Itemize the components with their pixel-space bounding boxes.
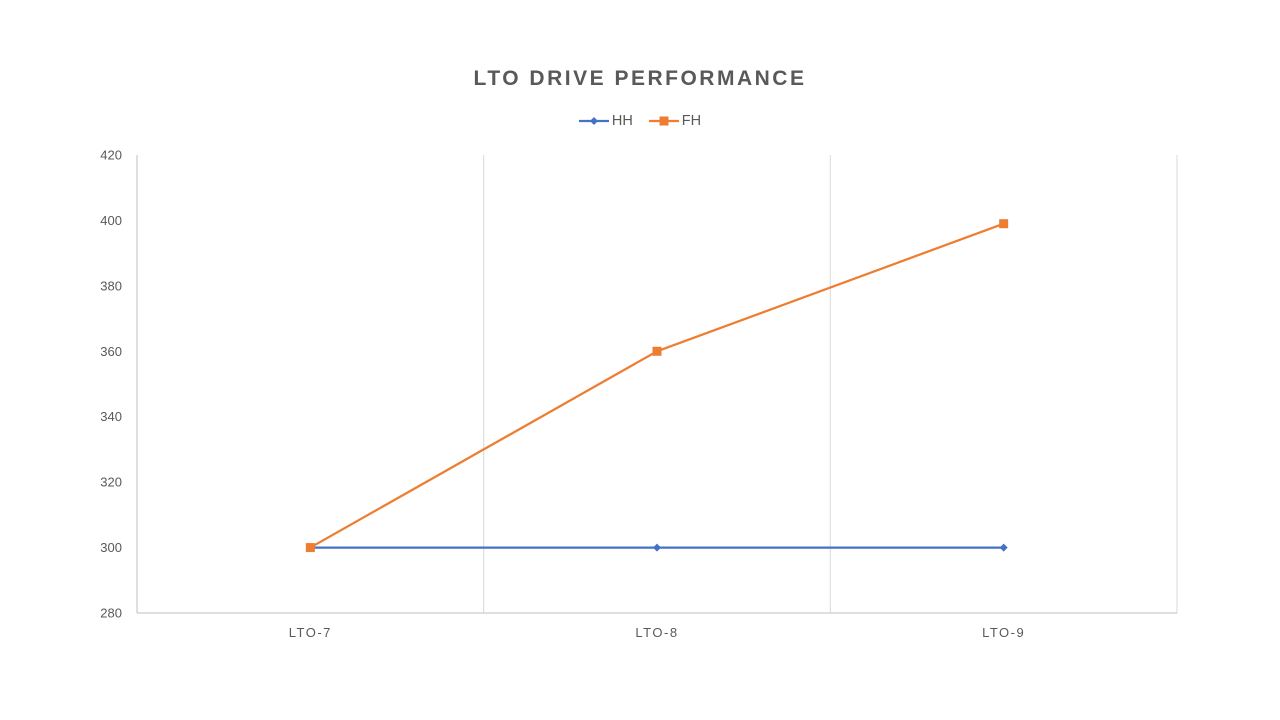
legend-label-hh: HH — [611, 113, 633, 129]
series-line-fh — [309, 222, 1005, 549]
data-point-marker-fh — [999, 219, 1009, 229]
data-point-marker-hh — [589, 117, 598, 125]
x-category-label: LTO-9 — [982, 625, 1025, 640]
y-tick-label: 420 — [100, 148, 122, 163]
chart-title: LTO DRIVE PERFORMANCE — [473, 67, 807, 90]
y-tick-label: 340 — [100, 409, 122, 424]
legend-item-hh: HH — [578, 113, 633, 129]
y-tick-label: 360 — [100, 344, 122, 359]
data-point-marker-hh — [999, 543, 1008, 552]
y-tick-label: 380 — [100, 278, 122, 293]
y-tick-label: 320 — [100, 475, 122, 490]
x-category-label: LTO-7 — [289, 625, 332, 640]
legend-marker-diamond-icon — [578, 117, 609, 125]
legend-marker-square-icon — [648, 116, 679, 126]
legend-item-fh: FH — [648, 113, 702, 129]
data-point-marker-fh — [659, 116, 669, 126]
y-tick-label: 300 — [100, 540, 122, 555]
y-tick-label: 400 — [100, 213, 122, 228]
y-tick-label: 280 — [100, 606, 122, 621]
legend-label-fh: FH — [681, 113, 702, 129]
data-point-marker-fh — [652, 346, 662, 356]
x-category-label: LTO-8 — [635, 625, 678, 640]
data-point-marker-hh — [653, 543, 661, 552]
data-point-marker-fh — [305, 543, 315, 553]
chart-legend: HH FH — [0, 113, 1280, 129]
